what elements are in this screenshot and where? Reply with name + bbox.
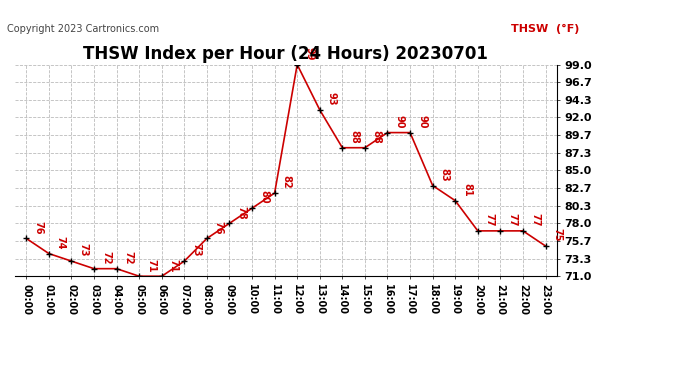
Text: 71: 71 xyxy=(168,259,179,272)
Text: 73: 73 xyxy=(191,243,201,257)
Text: 93: 93 xyxy=(326,92,337,106)
Text: 74: 74 xyxy=(56,236,66,249)
Text: 77: 77 xyxy=(530,213,540,227)
Text: 81: 81 xyxy=(462,183,472,196)
Text: 73: 73 xyxy=(79,243,88,257)
Text: 77: 77 xyxy=(485,213,495,227)
Text: 82: 82 xyxy=(282,175,292,189)
Text: 77: 77 xyxy=(507,213,518,227)
Text: 80: 80 xyxy=(259,190,269,204)
Text: 78: 78 xyxy=(237,206,246,219)
Text: 88: 88 xyxy=(372,130,382,144)
Text: 90: 90 xyxy=(395,115,404,128)
Text: 76: 76 xyxy=(33,221,43,234)
Text: 76: 76 xyxy=(214,221,224,234)
Text: 71: 71 xyxy=(146,259,156,272)
Text: THSW  (°F): THSW (°F) xyxy=(511,24,579,34)
Text: 88: 88 xyxy=(349,130,359,144)
Text: 75: 75 xyxy=(553,228,562,242)
Text: 83: 83 xyxy=(440,168,450,182)
Text: 99: 99 xyxy=(304,47,314,60)
Text: 72: 72 xyxy=(101,251,111,264)
Text: Copyright 2023 Cartronics.com: Copyright 2023 Cartronics.com xyxy=(7,24,159,34)
Text: 72: 72 xyxy=(124,251,134,264)
Title: THSW Index per Hour (24 Hours) 20230701: THSW Index per Hour (24 Hours) 20230701 xyxy=(83,45,489,63)
Text: 90: 90 xyxy=(417,115,427,128)
